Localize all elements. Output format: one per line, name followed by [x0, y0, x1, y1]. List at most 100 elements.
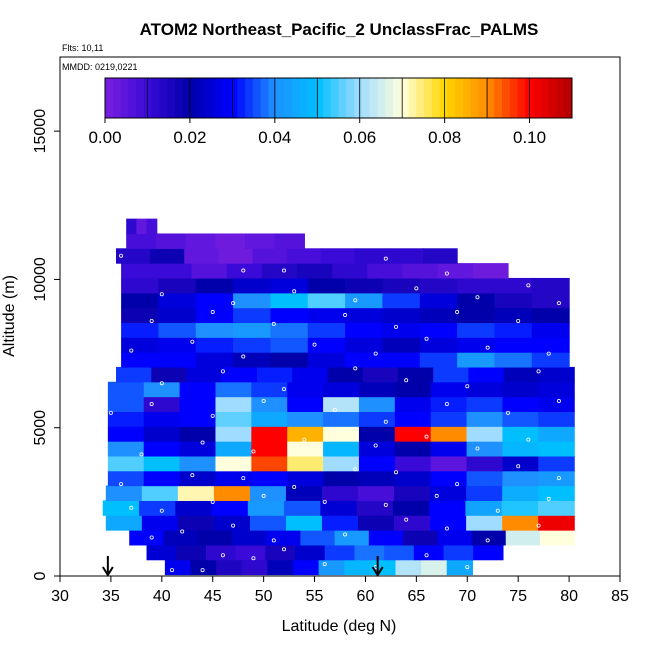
- colorbar-segment-12: [198, 78, 207, 118]
- heat-cell-0-0: [164, 559, 192, 576]
- colorbar-segment-37: [392, 78, 402, 118]
- heat-cell-17-2: [195, 307, 234, 324]
- x-tick-label-9: 75: [509, 588, 527, 605]
- heat-cell-8-11: [502, 441, 539, 457]
- sample-point-0: [169, 568, 174, 573]
- sample-point-37: [200, 440, 205, 445]
- heat-cell-6-1: [143, 470, 181, 487]
- heat-cell-2-11: [505, 530, 541, 546]
- heat-cell-19-1: [158, 277, 197, 294]
- sample-point-47: [261, 399, 266, 404]
- colorbar-segment-17: [237, 78, 246, 118]
- heat-cell-11-5: [287, 396, 324, 413]
- heat-cell-19-0: [121, 277, 160, 294]
- sample-point-39: [302, 437, 307, 442]
- heat-cell-15-9: [457, 337, 496, 353]
- sample-point-16: [485, 538, 490, 543]
- y-tick-label-3: 15000: [32, 109, 49, 154]
- heat-cell-10-11: [502, 411, 539, 427]
- heat-cell-11-3: [215, 396, 252, 413]
- heat-cell-19-11: [531, 277, 570, 294]
- sample-point-79: [414, 286, 419, 291]
- x-tick-label-5: 55: [306, 588, 324, 605]
- colorbar-segment-28: [322, 78, 332, 118]
- heat-cell-10-5: [287, 411, 324, 427]
- sample-point-49: [383, 419, 388, 424]
- heat-cell-1-0: [146, 544, 177, 561]
- colorbar-segment-42: [431, 78, 441, 118]
- heat-cell-13-8: [397, 366, 434, 383]
- heat-cell-18-0: [121, 292, 160, 309]
- heat-cell-7-5: [287, 455, 324, 472]
- heat-cell-16-4: [270, 322, 309, 338]
- heat-cell-4-12: [537, 500, 575, 516]
- heat-cell-1-10: [443, 544, 474, 561]
- heat-cell-3-0: [105, 515, 143, 531]
- heat-cell-15-7: [382, 337, 421, 353]
- heat-cell-5-4: [249, 485, 287, 501]
- heat-cell-7-9: [430, 455, 468, 472]
- heat-cell-4-0: [102, 500, 140, 516]
- heat-cell-19-4: [270, 277, 309, 294]
- heatmap-cells: [102, 218, 575, 576]
- chart-title: ATOM2 Northeast_Pacific_2 UnclassFrac_PA…: [140, 20, 539, 39]
- sample-point-7: [424, 553, 429, 558]
- sample-point-50: [444, 401, 449, 406]
- heat-cell-5-11: [502, 485, 539, 501]
- heat-cell-16-0: [121, 322, 160, 338]
- colorbar-segment-5: [143, 78, 153, 118]
- heat-cell-0-10: [421, 559, 448, 576]
- heat-cell-18-2: [195, 292, 234, 309]
- heat-cell-4-5: [284, 500, 321, 516]
- heat-cell-5-2: [177, 485, 215, 501]
- heat-cell-2-4: [266, 530, 301, 546]
- heat-cell-6-2: [179, 470, 217, 487]
- heat-cell-8-6: [323, 441, 360, 457]
- colorbar-segment-1: [112, 78, 122, 118]
- heat-cell-20-10: [472, 263, 509, 279]
- heat-cell-14-9: [457, 352, 496, 368]
- heat-cell-3-4: [249, 515, 287, 531]
- heat-cell-1-2: [205, 544, 237, 561]
- colorbar-segment-31: [346, 78, 355, 118]
- heat-cell-11-6: [323, 396, 360, 413]
- colorbar-segment-55: [533, 78, 542, 118]
- heat-cell-4-11: [501, 500, 539, 516]
- colorbar-segment-19: [252, 78, 262, 118]
- heat-cell-13-5: [292, 366, 329, 383]
- heat-cell-3-9: [430, 515, 467, 531]
- heat-cell-11-7: [358, 396, 396, 413]
- y-axis-label: Altitude (m): [1, 275, 18, 357]
- heat-cell-6-9: [430, 470, 468, 487]
- heat-cell-3-8: [394, 515, 431, 531]
- sample-point-77: [292, 289, 297, 294]
- sample-point-8: [465, 565, 470, 570]
- sample-point-38: [251, 449, 256, 454]
- heat-cell-5-1: [141, 485, 179, 501]
- colorbar-segment-49: [486, 78, 495, 118]
- heat-cell-18-6: [345, 292, 384, 309]
- heat-cell-16-6: [345, 322, 384, 338]
- sample-point-43: [526, 437, 531, 442]
- heat-cell-3-11: [502, 515, 539, 531]
- heat-cell-11-4: [251, 396, 288, 413]
- heat-cell-17-5: [307, 307, 346, 324]
- y-axis: 0 5000 10000 15000: [32, 109, 60, 580]
- colorbar-segment-30: [338, 78, 347, 118]
- sample-point-64: [373, 351, 378, 356]
- sample-point-48: [332, 407, 337, 412]
- heat-cell-0-1: [190, 559, 217, 576]
- sample-point-46: [210, 413, 215, 418]
- dates-label: MMDD: 0219,0221: [62, 62, 138, 72]
- colorbar-segment-59: [564, 78, 573, 118]
- heat-cell-17-1: [158, 307, 197, 324]
- heat-cell-6-11: [502, 470, 539, 487]
- heat-cell-9-3: [215, 426, 252, 442]
- colorbar-tick-label-2: 0.04: [258, 128, 291, 147]
- heat-cell-16-1: [158, 322, 197, 338]
- heat-cell-16-7: [382, 322, 421, 338]
- heat-cell-8-2: [179, 441, 217, 457]
- heat-cell-19-7: [382, 277, 421, 294]
- sample-point-74: [516, 318, 521, 323]
- colorbar-tick-label-4: 0.08: [428, 128, 461, 147]
